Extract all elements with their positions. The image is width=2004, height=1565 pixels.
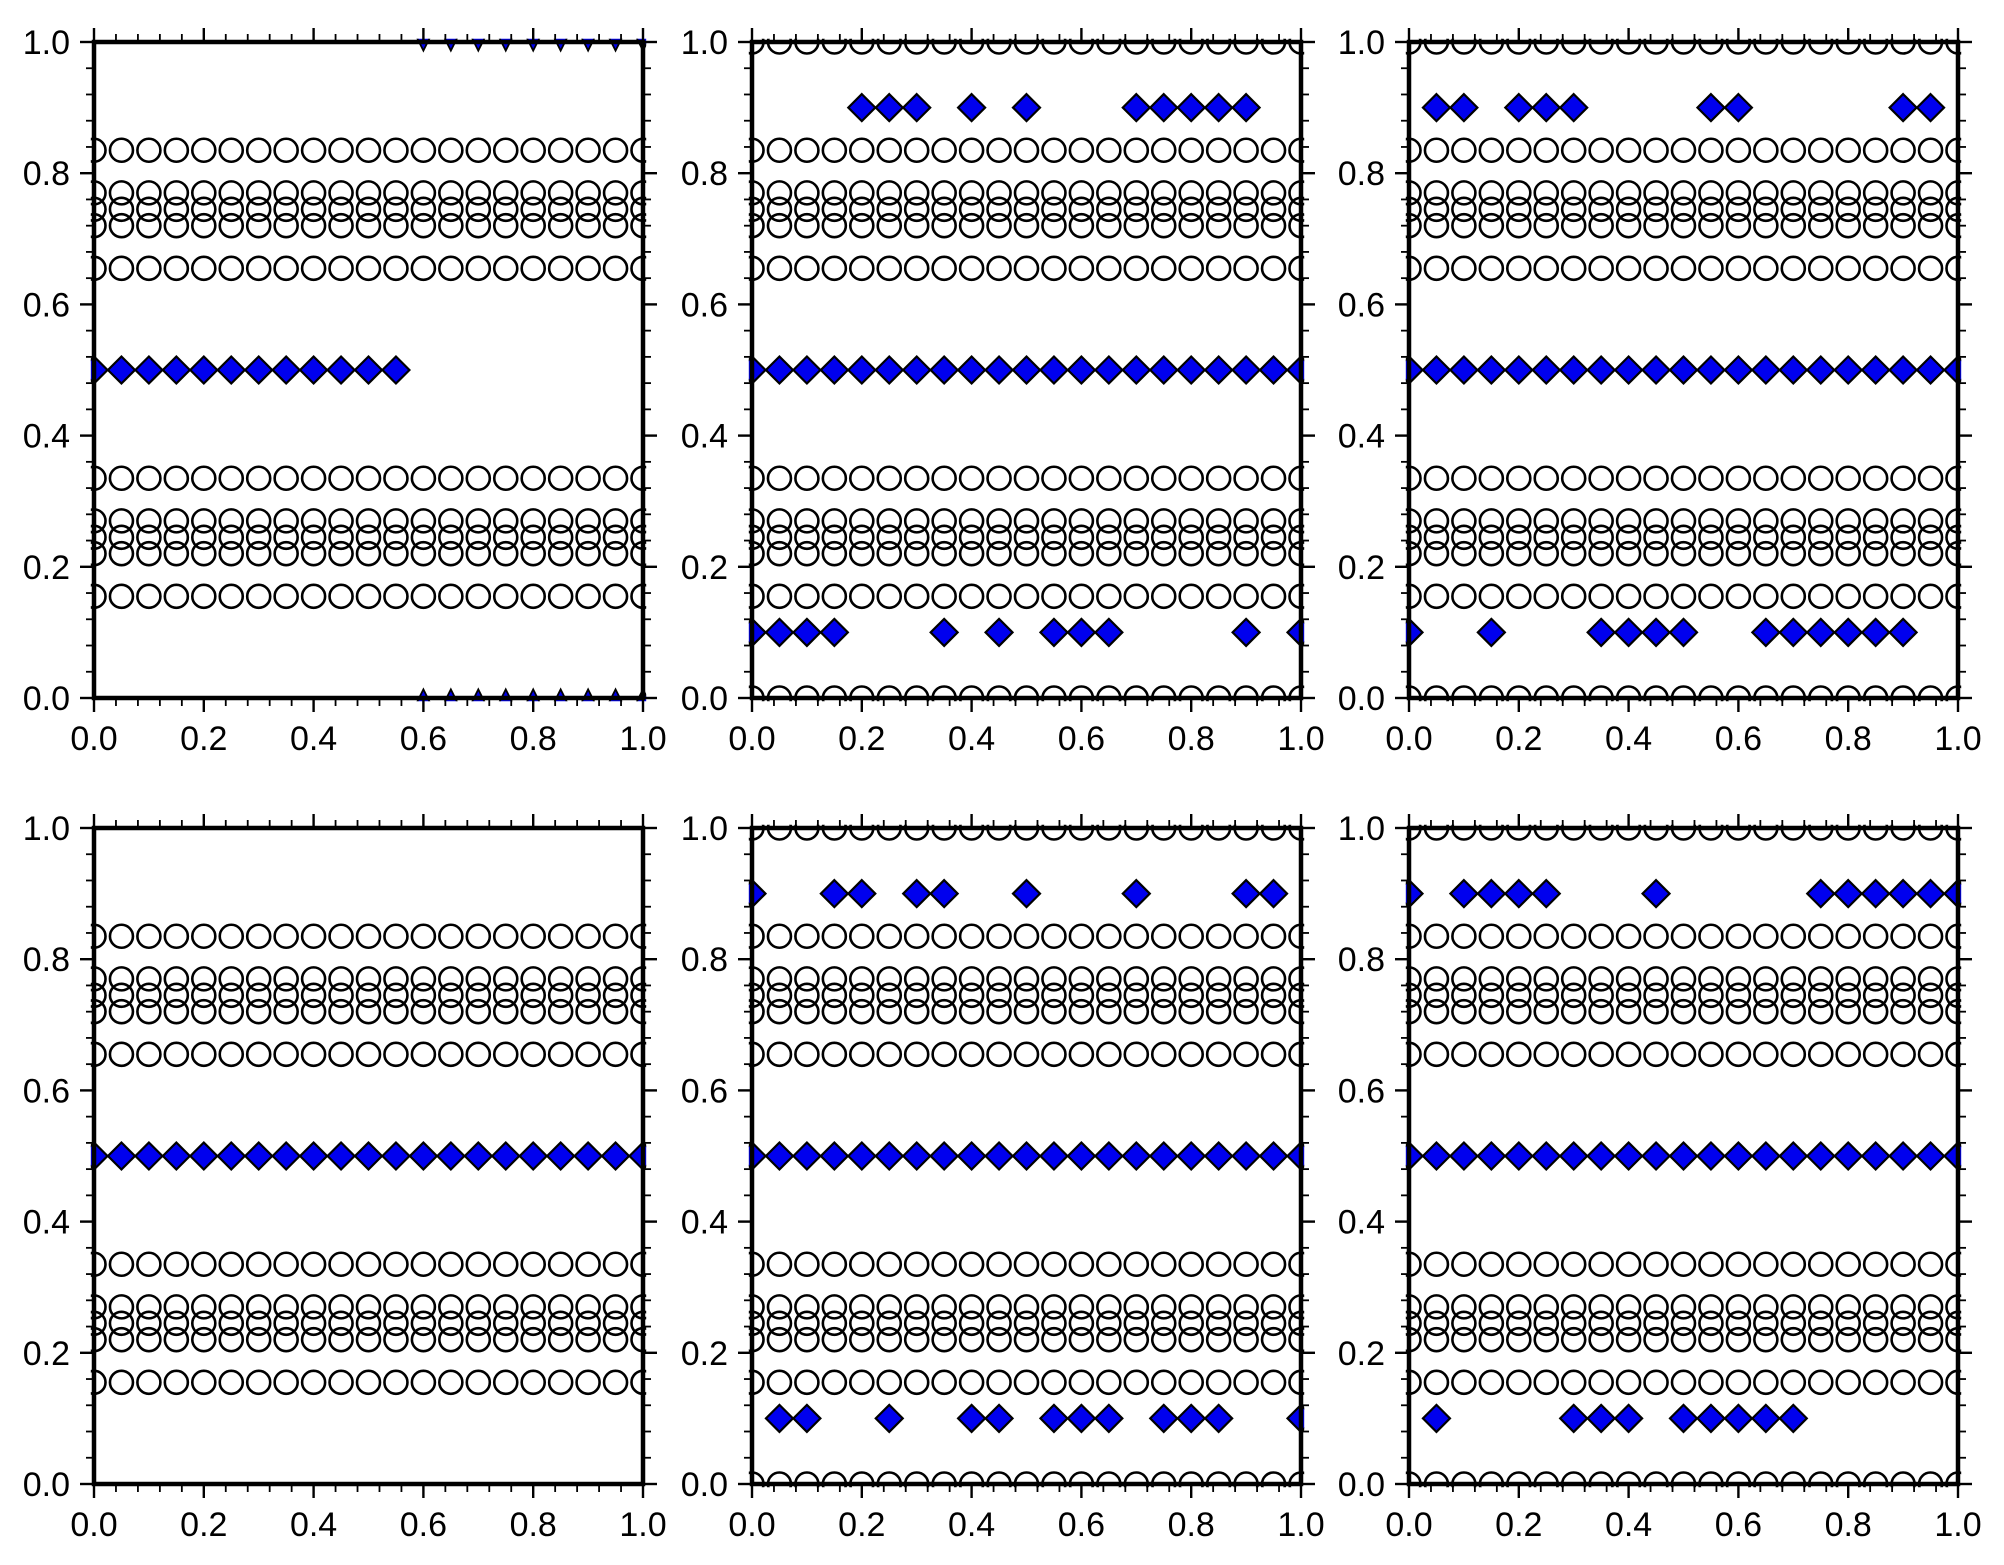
- svg-text:0.8: 0.8: [1167, 1506, 1214, 1544]
- svg-text:0.8: 0.8: [510, 1506, 557, 1544]
- svg-text:0.2: 0.2: [180, 1506, 227, 1544]
- svg-text:0.0: 0.0: [1338, 1466, 1385, 1504]
- svg-text:0.2: 0.2: [23, 1335, 70, 1373]
- svg-text:0.2: 0.2: [1338, 1335, 1385, 1373]
- svg-text:0.4: 0.4: [947, 1506, 994, 1544]
- svg-text:0.6: 0.6: [680, 1072, 727, 1110]
- svg-text:0.4: 0.4: [290, 720, 337, 758]
- svg-text:0.0: 0.0: [1385, 1506, 1432, 1544]
- svg-text:0.4: 0.4: [23, 1204, 70, 1242]
- svg-text:0.6: 0.6: [23, 286, 70, 324]
- svg-text:0.8: 0.8: [680, 941, 727, 979]
- svg-text:0.4: 0.4: [1338, 418, 1385, 456]
- svg-text:0.0: 0.0: [680, 680, 727, 718]
- svg-text:0.2: 0.2: [180, 720, 227, 758]
- svg-text:0.6: 0.6: [400, 1506, 447, 1544]
- svg-text:0.0: 0.0: [1338, 680, 1385, 718]
- svg-text:1.0: 1.0: [1338, 24, 1385, 62]
- svg-text:0.2: 0.2: [680, 549, 727, 587]
- svg-text:0.8: 0.8: [1825, 720, 1872, 758]
- svg-text:0.4: 0.4: [680, 1204, 727, 1242]
- svg-text:1.0: 1.0: [1338, 810, 1385, 848]
- svg-text:0.6: 0.6: [1338, 286, 1385, 324]
- svg-text:0.8: 0.8: [1338, 155, 1385, 193]
- svg-text:1.0: 1.0: [23, 810, 70, 848]
- svg-text:0.2: 0.2: [838, 1506, 885, 1544]
- svg-text:0.0: 0.0: [680, 1466, 727, 1504]
- svg-text:0.6: 0.6: [1057, 720, 1104, 758]
- svg-text:1.0: 1.0: [680, 24, 727, 62]
- svg-text:0.2: 0.2: [680, 1335, 727, 1373]
- svg-text:0.2: 0.2: [1495, 1506, 1542, 1544]
- svg-text:0.4: 0.4: [290, 1506, 337, 1544]
- svg-text:0.4: 0.4: [1605, 1506, 1652, 1544]
- svg-text:0.4: 0.4: [1338, 1204, 1385, 1242]
- svg-text:0.4: 0.4: [680, 418, 727, 456]
- svg-text:0.0: 0.0: [23, 680, 70, 718]
- svg-text:0.0: 0.0: [728, 720, 775, 758]
- svg-text:0.4: 0.4: [23, 418, 70, 456]
- svg-text:0.8: 0.8: [1825, 1506, 1872, 1544]
- svg-text:0.2: 0.2: [1338, 549, 1385, 587]
- svg-text:0.0: 0.0: [728, 1506, 775, 1544]
- svg-text:0.8: 0.8: [1167, 720, 1214, 758]
- svg-text:0.2: 0.2: [1495, 720, 1542, 758]
- svg-text:0.8: 0.8: [23, 941, 70, 979]
- svg-text:0.6: 0.6: [1715, 1506, 1762, 1544]
- svg-text:0.6: 0.6: [23, 1072, 70, 1110]
- svg-text:0.8: 0.8: [680, 155, 727, 193]
- svg-text:0.2: 0.2: [838, 720, 885, 758]
- svg-text:0.6: 0.6: [400, 720, 447, 758]
- svg-text:0.6: 0.6: [1057, 1506, 1104, 1544]
- svg-text:1.0: 1.0: [23, 24, 70, 62]
- svg-text:0.8: 0.8: [1338, 941, 1385, 979]
- svg-text:0.4: 0.4: [1605, 720, 1652, 758]
- svg-text:0.0: 0.0: [70, 1506, 117, 1544]
- svg-text:0.6: 0.6: [1338, 1072, 1385, 1110]
- svg-text:0.0: 0.0: [1385, 720, 1432, 758]
- svg-text:0.2: 0.2: [23, 549, 70, 587]
- svg-text:0.8: 0.8: [23, 155, 70, 193]
- svg-text:0.0: 0.0: [70, 720, 117, 758]
- svg-text:0.4: 0.4: [947, 720, 994, 758]
- svg-text:1.0: 1.0: [1934, 1506, 1981, 1544]
- svg-text:1.0: 1.0: [1934, 720, 1981, 758]
- svg-text:0.8: 0.8: [510, 720, 557, 758]
- svg-text:0.6: 0.6: [1715, 720, 1762, 758]
- svg-text:1.0: 1.0: [680, 810, 727, 848]
- svg-text:0.0: 0.0: [23, 1466, 70, 1504]
- svg-text:0.6: 0.6: [680, 286, 727, 324]
